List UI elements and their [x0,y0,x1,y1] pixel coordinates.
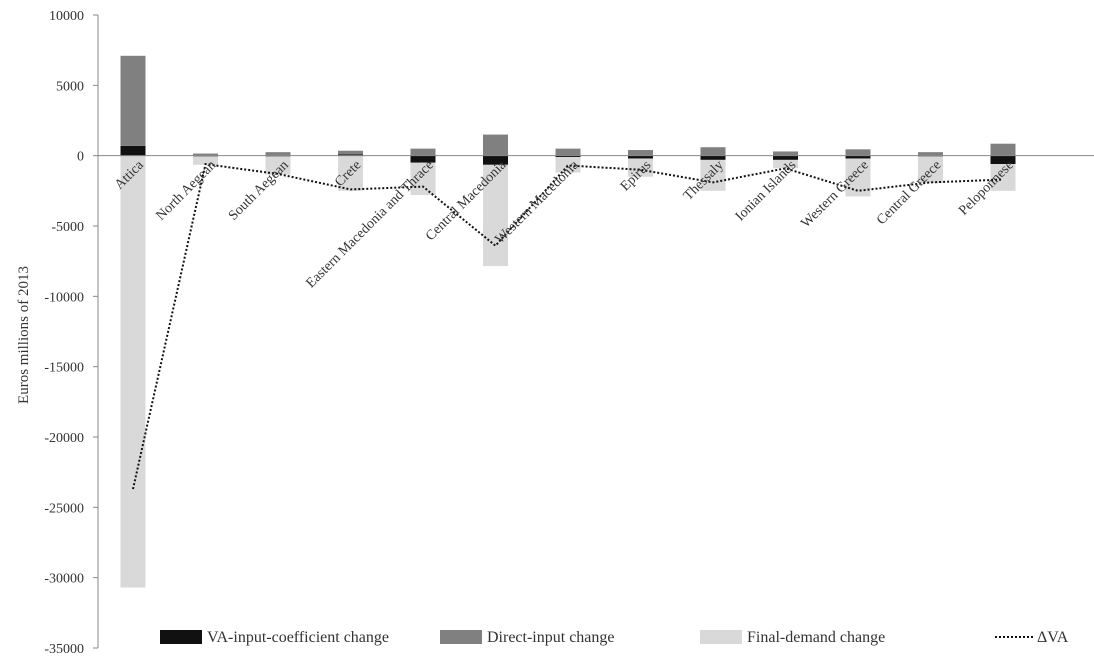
bar-direct-input-change-ionian-islands [773,151,798,156]
y-tick-label: 5000 [56,79,84,94]
bar-va-input-coefficient-change-eastern-macedonia-and-thrace [410,155,436,163]
bar-va-input-coefficient-change-thessaly [700,155,726,160]
y-tick-label: 10000 [49,9,84,24]
bar-direct-input-change-western-macedonia [555,148,581,156]
bar-direct-input-change-thessaly [700,147,726,156]
bar-final-demand-change-western-greece [845,158,871,197]
bar-direct-input-change-western-greece [845,149,871,156]
bar-final-demand-change-ionian-islands [773,159,798,169]
bar-final-demand-change-peloponnese [990,164,1016,191]
y-tick-label: -15000 [44,361,84,376]
bar-va-input-coefficient-change-western-greece [845,155,871,159]
bar-final-demand-change-crete [338,155,363,191]
legend-label-final-demand-change: Final-demand change [747,629,885,646]
legend-label-va-input-coefficient-change: VA-input-coefficient change [207,629,389,646]
category-labels: Attica North Aegean South Aegean CreteEaste… [112,157,1017,291]
legend-swatch-direct-input-change [440,630,482,644]
axis-layer: 10000 5000 0 -5000 -10000 -15000 -20000 -25000 -… [44,9,1094,657]
bar-direct-input-change-south-aegean [265,152,291,156]
category-label-central-greece: Central Greece [874,158,944,228]
bar-final-demand-change-south-aegean [265,156,291,175]
category-label-south-aegean: South Aegean [226,158,292,224]
y-tick-label: -20000 [44,431,84,446]
bar-va-input-coefficient-change-western-macedonia [555,155,581,158]
bar-va-input-coefficient-change-central-macedonia [483,155,508,165]
legend-label-dva: ΔVA [1037,629,1069,646]
bar-final-demand-change-central-greece [918,156,943,184]
bar-direct-input-change-crete [338,150,363,155]
series-line-va [132,162,1004,490]
y-tick-label: -25000 [44,501,84,516]
y-tick-label: -30000 [44,572,84,587]
category-label-ionian-islands: Ionian Islands [733,158,799,224]
y-tick-label: 0 [77,150,84,165]
line-layer [132,162,1004,490]
legend-label-direct-input-change: Direct-input change [487,629,615,646]
legend: VA-input-coefficient change Direct-input … [160,629,1069,646]
bar-va-input-coefficient-change-crete [338,154,363,156]
bar-final-demand-change-epirus [628,158,653,177]
bar-final-demand-change-central-macedonia [483,164,508,267]
bar-direct-input-change-central-macedonia [483,134,508,156]
y-tick-label: -5000 [51,220,84,235]
bar-va-input-coefficient-change-attica [120,145,146,156]
legend-swatch-final-demand-change [700,630,742,644]
bar-final-demand-change-thessaly [700,159,726,191]
bar-direct-input-change-eastern-macedonia-and-thrace [410,148,436,156]
bars-layer [120,55,1016,588]
bar-final-demand-change-western-macedonia [555,157,581,173]
category-label-eastern-macedonia-and-thrace: Eastern Macedonia and Thrace [304,158,437,291]
y-tick-label: -35000 [44,642,84,657]
bar-va-input-coefficient-change-epirus [628,155,653,159]
bar-direct-input-change-central-greece [918,152,943,156]
legend-swatch-va-input-coefficient-change [160,630,202,644]
bar-final-demand-change-eastern-macedonia-and-thrace [410,162,436,196]
bar-va-input-coefficient-change-ionian-islands [773,155,798,160]
bar-final-demand-change-north-aegean [193,156,218,165]
y-axis-label: Euros millions of 2013 [16,266,32,404]
bar-direct-input-change-north-aegean [193,153,218,156]
category-label-north-aegean: North Aegean [153,158,219,224]
bar-va-input-coefficient-change-peloponnese [990,155,1016,165]
bar-direct-input-change-peloponnese [990,143,1016,156]
y-tick-label: -10000 [44,290,84,305]
bar-direct-input-change-attica [120,55,146,146]
bar-final-demand-change-attica [120,155,146,588]
bar-direct-input-change-epirus [628,150,653,156]
